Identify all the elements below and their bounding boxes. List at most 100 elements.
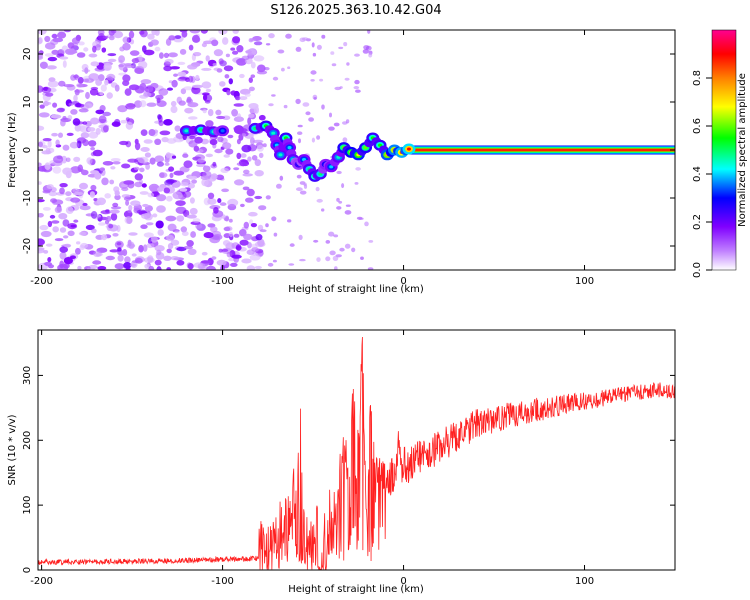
- spectrogram-xtick-label: -100: [211, 276, 234, 287]
- spectrogram-track-point: [363, 146, 368, 150]
- spectrogram-noise-blob: [95, 78, 102, 86]
- spectrogram-noise-blob: [62, 167, 72, 175]
- spectrogram-noise-blob: [100, 84, 107, 92]
- spectrogram-noise-blob: [38, 30, 47, 35]
- spectrogram-noise-blob: [108, 223, 114, 229]
- spectrogram-noise-blob: [203, 197, 211, 206]
- colorbar: 0.0 0.2 0.4 0.6 0.8 Normalized spectral ampl…: [692, 29, 748, 278]
- spectrogram-noise-blob: [255, 233, 263, 241]
- spectrogram-noise-blob: [143, 49, 155, 56]
- colorbar-tick-label: 0.4: [692, 166, 703, 182]
- spectrogram-noise-blob: [144, 152, 151, 158]
- spectrogram-noise-blob: [245, 48, 257, 56]
- spectrogram-noise-blob: [141, 183, 147, 188]
- spectrogram-noise-blob: [67, 230, 75, 237]
- spectrogram-noise-blob: [110, 158, 121, 162]
- spectrogram-noise-blob: [250, 137, 255, 145]
- spectrogram-noise-blob: [182, 153, 189, 158]
- spectrogram-noise-blob: [296, 187, 303, 192]
- spectrogram-noise-blob: [72, 118, 81, 126]
- spectrogram-noise-blob: [257, 64, 266, 73]
- spectrogram-noise-blob: [155, 94, 164, 100]
- spectrogram-noise-blob: [134, 173, 143, 181]
- spectrogram-noise-blob: [191, 179, 198, 184]
- spectrogram-noise-blob: [339, 86, 343, 89]
- spectrogram-noise-blob: [163, 255, 172, 261]
- spectrogram-noise-blob: [45, 92, 54, 97]
- spectrogram-track-point: [198, 128, 203, 132]
- spectrogram-noise-blob: [360, 256, 364, 260]
- spectrogram-noise-blob: [163, 187, 171, 194]
- spectrogram-noise-blob: [123, 262, 132, 269]
- spectrogram-noise-blob: [90, 147, 95, 151]
- spectrogram-noise-blob: [319, 78, 324, 82]
- spectrogram-noise-blob: [114, 194, 121, 201]
- spectrogram-xtick-label: -200: [30, 276, 53, 287]
- spectrogram-noise-blob: [58, 132, 63, 138]
- spectrogram-noise-blob: [333, 122, 340, 127]
- spectrogram-noise-blob: [82, 202, 88, 206]
- spectrogram-noise-blob: [241, 55, 250, 61]
- spectrogram-noise-blob: [134, 67, 145, 74]
- spectrogram-noise-blob: [187, 64, 198, 70]
- spectrogram-noise-blob: [164, 162, 170, 166]
- spectrogram-noise-blob: [147, 255, 154, 263]
- spectrogram-noise-blob: [239, 239, 249, 246]
- spectrogram-noise-blob: [55, 139, 60, 146]
- snr-ytick-label: 200: [22, 431, 33, 450]
- spectrogram-noise-blob: [271, 94, 276, 97]
- spectrogram-noise-blob: [196, 163, 206, 168]
- spectrogram-noise-blob: [51, 49, 59, 55]
- spectrogram-noise-blob: [39, 104, 45, 109]
- spectrogram-noise-blob: [57, 31, 67, 39]
- spectrogram-noise-blob: [183, 86, 193, 91]
- spectrogram-noise-blob: [296, 174, 302, 179]
- spectrogram-noise-blob: [110, 166, 116, 170]
- spectrogram-noise-blob: [187, 248, 197, 255]
- spectrogram-noise-blob: [38, 213, 44, 218]
- spectrogram-noise-blob: [120, 183, 128, 188]
- spectrogram-noise-blob: [159, 130, 171, 136]
- spectrogram-noise-blob: [60, 119, 66, 127]
- spectrogram-noise-blob: [251, 155, 258, 161]
- spectrogram-noise-blob: [40, 230, 52, 238]
- spectrogram-noise-blob: [243, 221, 249, 229]
- spectrogram-noise-blob: [74, 89, 80, 96]
- spectrogram-noise-blob: [97, 216, 109, 221]
- spectrogram-noise-blob: [246, 188, 255, 197]
- spectrogram-noise-blob: [200, 175, 211, 180]
- spectrogram-noise-blob: [201, 81, 212, 89]
- spectrogram-noise-blob: [121, 163, 131, 169]
- spectrogram-noise-blob: [329, 250, 336, 256]
- spectrogram-xtick-label: 0: [400, 276, 406, 287]
- spectrogram-noise-blob: [154, 245, 165, 252]
- spectrogram-noise-blob: [43, 101, 52, 106]
- spectrogram-noise-blob: [186, 96, 192, 103]
- spectrogram-noise-blob: [240, 203, 245, 208]
- spectrogram-noise-blob: [120, 119, 128, 124]
- spectrogram-noise-blob: [62, 116, 67, 120]
- spectrogram-noise-blob: [223, 226, 231, 232]
- spectrogram-noise-blob: [38, 238, 45, 246]
- spectrogram-noise-blob: [108, 35, 115, 41]
- spectrogram-track-point: [184, 129, 189, 133]
- spectrogram-noise-blob: [217, 136, 224, 143]
- spectrogram-noise-blob: [142, 203, 149, 208]
- spectrogram-noise-blob: [155, 220, 164, 229]
- spectrogram-noise-blob: [86, 157, 93, 165]
- spectrogram-noise-blob: [117, 105, 128, 113]
- spectrogram-noise-blob: [171, 155, 177, 159]
- spectrogram-noise-blob: [46, 65, 57, 70]
- spectrogram-noise-blob: [78, 231, 87, 236]
- spectrogram-noise-blob: [140, 79, 152, 85]
- spectrogram-noise-blob: [122, 74, 131, 83]
- spectrogram-noise-blob: [125, 267, 131, 270]
- spectrogram-noise-blob: [316, 135, 321, 140]
- spectrogram-noise-blob: [189, 135, 196, 140]
- spectrogram-noise-blob: [281, 67, 285, 72]
- spectrogram-noise-blob: [230, 262, 238, 267]
- spectrogram-noise-blob: [239, 159, 248, 167]
- spectrogram-noise-blob: [156, 161, 164, 167]
- spectrogram-noise-blob: [50, 39, 59, 46]
- spectrogram-noise-blob: [231, 254, 242, 259]
